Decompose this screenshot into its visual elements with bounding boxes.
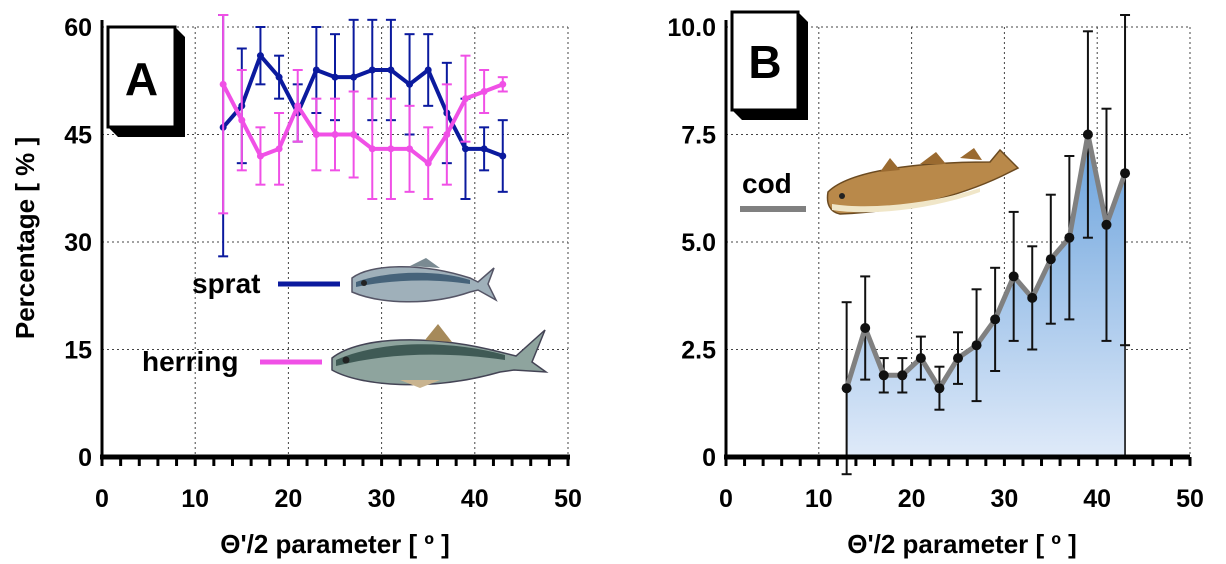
panel-a-label-box: A (106, 25, 185, 137)
x-axis-title-a: Θ'/2 parameter [ º ] (220, 529, 450, 559)
data-point-cod (1008, 271, 1019, 282)
data-point-cod (1027, 292, 1038, 303)
y-axis-title-a: Percentage [ % ] (10, 137, 40, 339)
data-point-sprat (387, 66, 395, 74)
x-tick-label-b: 30 (990, 485, 1018, 513)
series-line-herring (221, 82, 504, 166)
x-tick-label-a: 40 (461, 485, 489, 513)
data-point-sprat (406, 80, 414, 88)
legend-b: cod (740, 168, 806, 212)
y-tick-label-a: 0 (78, 444, 92, 472)
data-point-herring (350, 131, 358, 138)
data-point-sprat (331, 73, 339, 81)
y-tick-label-b: 2.5 (681, 337, 716, 365)
data-point-sprat (312, 66, 320, 74)
data-point-herring (294, 102, 302, 110)
data-point-sprat (480, 145, 488, 153)
data-point-cod (897, 370, 908, 381)
panel-b-letter: B (748, 36, 781, 88)
data-point-herring (312, 131, 320, 138)
x-tick-label-a: 30 (368, 485, 396, 513)
data-point-sprat (424, 66, 432, 74)
x-tick-label-a: 0 (95, 485, 109, 513)
data-point-herring (443, 131, 451, 138)
data-point-cod (841, 383, 852, 394)
data-point-herring (406, 145, 414, 153)
x-minor-ticks-b (724, 457, 1192, 466)
y-tick-label-b: 10.0 (667, 14, 716, 42)
data-point-herring (238, 116, 246, 124)
data-point-herring (480, 88, 488, 95)
data-point-herring (424, 159, 432, 167)
data-point-cod (934, 383, 945, 394)
panel-b-label-box: B (730, 10, 808, 120)
data-point-herring (461, 95, 469, 103)
data-point-cod (915, 353, 926, 364)
data-point-herring (387, 145, 395, 153)
x-tick-label-b: 50 (1176, 485, 1204, 513)
x-minor-ticks-a (100, 457, 570, 466)
y-tick-label-b: 0 (702, 444, 716, 472)
panel-b: B 0 10 20 30 40 50 0 2.5 5.0 7.5 10.0 Θ'/2 parame… (667, 10, 1204, 559)
x-tick-label-b: 10 (805, 485, 833, 513)
data-point-sprat (368, 66, 376, 74)
cod-fish-image (826, 148, 1020, 215)
series-layer-b (841, 14, 1131, 476)
x-tick-labels-b: 0 10 20 30 40 50 (719, 485, 1204, 513)
x-tick-label-b: 40 (1083, 485, 1111, 513)
legend-cod-label: cod (742, 168, 792, 199)
data-point-cod (860, 323, 871, 333)
series-line-sprat (221, 53, 504, 158)
data-point-herring (275, 145, 283, 153)
y-tick-label-a: 15 (64, 337, 92, 365)
x-tick-label-a: 20 (274, 485, 302, 513)
data-point-cod (953, 353, 963, 364)
data-point-sprat (461, 145, 469, 153)
legend-herring-label: herring (142, 346, 238, 377)
data-point-sprat (275, 73, 283, 81)
data-point-cod (971, 340, 982, 351)
data-point-cod (1082, 129, 1093, 140)
sprat-fish-image (351, 258, 498, 303)
data-point-herring (368, 145, 376, 153)
x-axis-title-b: Θ'/2 parameter [ º ] (847, 529, 1077, 559)
panel-a-letter: A (125, 53, 158, 105)
y-tick-labels-b: 0 2.5 5.0 7.5 10.0 (667, 14, 716, 472)
x-tick-labels-a: 0 10 20 30 40 50 (95, 485, 582, 513)
data-point-sprat (499, 152, 507, 160)
herring-fish-image (331, 324, 549, 388)
y-tick-label-a: 60 (64, 14, 92, 42)
data-point-sprat (256, 52, 264, 60)
data-point-cod (1101, 219, 1112, 230)
data-point-cod (878, 370, 889, 381)
area-fill-cod (846, 134, 1126, 457)
x-tick-label-b: 0 (719, 485, 733, 513)
x-tick-label-a: 50 (554, 485, 582, 513)
x-tick-label-b: 20 (898, 485, 926, 513)
y-tick-labels-a: 0 15 30 45 60 (64, 14, 92, 472)
series-layer-a (218, 14, 508, 258)
series-line-cod (844, 132, 1128, 391)
legend-a: sprat herring (142, 268, 340, 377)
data-point-herring (256, 152, 264, 160)
grid-b (726, 26, 1191, 457)
data-point-cod (1120, 168, 1131, 179)
y-tick-label-b: 7.5 (681, 122, 716, 150)
data-point-herring (499, 80, 507, 88)
x-tick-label-a: 10 (181, 485, 209, 513)
panel-a: A 0 10 20 30 40 50 0 15 30 45 60 Θ'/2 parameter [… (10, 14, 582, 559)
y-tick-label-b: 5.0 (681, 229, 716, 257)
y-tick-label-a: 45 (64, 122, 92, 150)
data-point-cod (1064, 232, 1075, 243)
data-point-herring (331, 131, 339, 138)
legend-sprat-label: sprat (192, 268, 260, 299)
data-point-cod (990, 314, 1001, 325)
data-point-herring (219, 80, 227, 88)
y-tick-label-a: 30 (64, 229, 92, 257)
data-point-sprat (350, 73, 358, 81)
data-point-cod (1045, 254, 1056, 265)
